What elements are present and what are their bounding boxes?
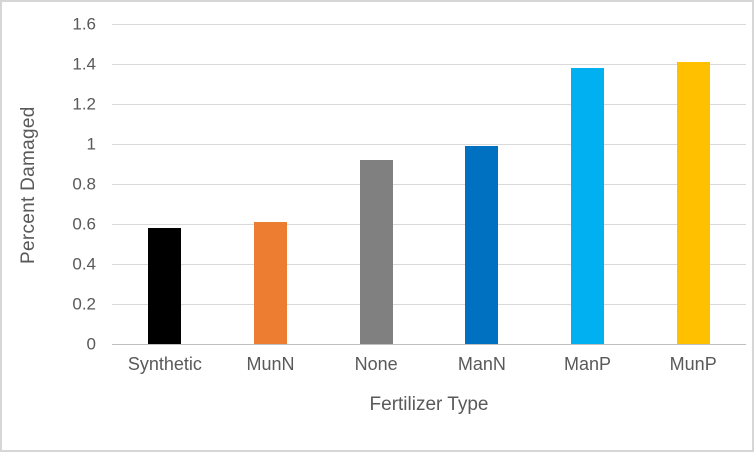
gridline — [112, 24, 746, 25]
gridline — [112, 304, 746, 305]
bar-munn — [254, 222, 287, 344]
x-category-label: MunP — [669, 354, 717, 374]
y-tick-label: 0.4 — [72, 254, 96, 274]
bar-mann — [465, 146, 499, 344]
gridline — [112, 144, 746, 145]
bar-manp — [571, 68, 604, 344]
x-category-label: Synthetic — [127, 354, 202, 374]
bar-none — [359, 160, 393, 344]
x-category-label: None — [354, 354, 398, 374]
x-category-label: ManN — [457, 354, 506, 374]
gridline — [112, 104, 746, 105]
gridline — [112, 224, 746, 225]
y-tick-label: 0.8 — [72, 174, 96, 194]
x-axis-category-labels: Synthetic MunN None ManN ManP MunP — [112, 354, 746, 375]
gridline — [112, 184, 746, 185]
x-axis-title: Fertilizer Type — [369, 394, 489, 415]
gridline — [112, 64, 746, 65]
y-tick-label: 0.2 — [72, 294, 96, 314]
x-category-label: MunN — [246, 354, 295, 374]
y-tick-label: 1 — [86, 134, 96, 154]
gridline — [112, 264, 746, 265]
y-tick-label: 0.6 — [72, 214, 96, 234]
y-tick-label: 1.6 — [72, 14, 96, 34]
bar-munp — [676, 62, 710, 344]
plot-area — [112, 24, 746, 345]
bar-synthetic — [148, 228, 182, 344]
y-axis-tick-labels: 0 0.2 0.4 0.6 0.8 1 1.2 1.4 1.6 — [2, 15, 100, 354]
y-tick-label: 1.4 — [72, 54, 96, 74]
y-tick-label: 1.2 — [72, 94, 96, 114]
x-category-label: ManP — [564, 354, 612, 374]
x-axis-line — [112, 344, 746, 345]
y-tick-label: 0 — [86, 334, 96, 354]
